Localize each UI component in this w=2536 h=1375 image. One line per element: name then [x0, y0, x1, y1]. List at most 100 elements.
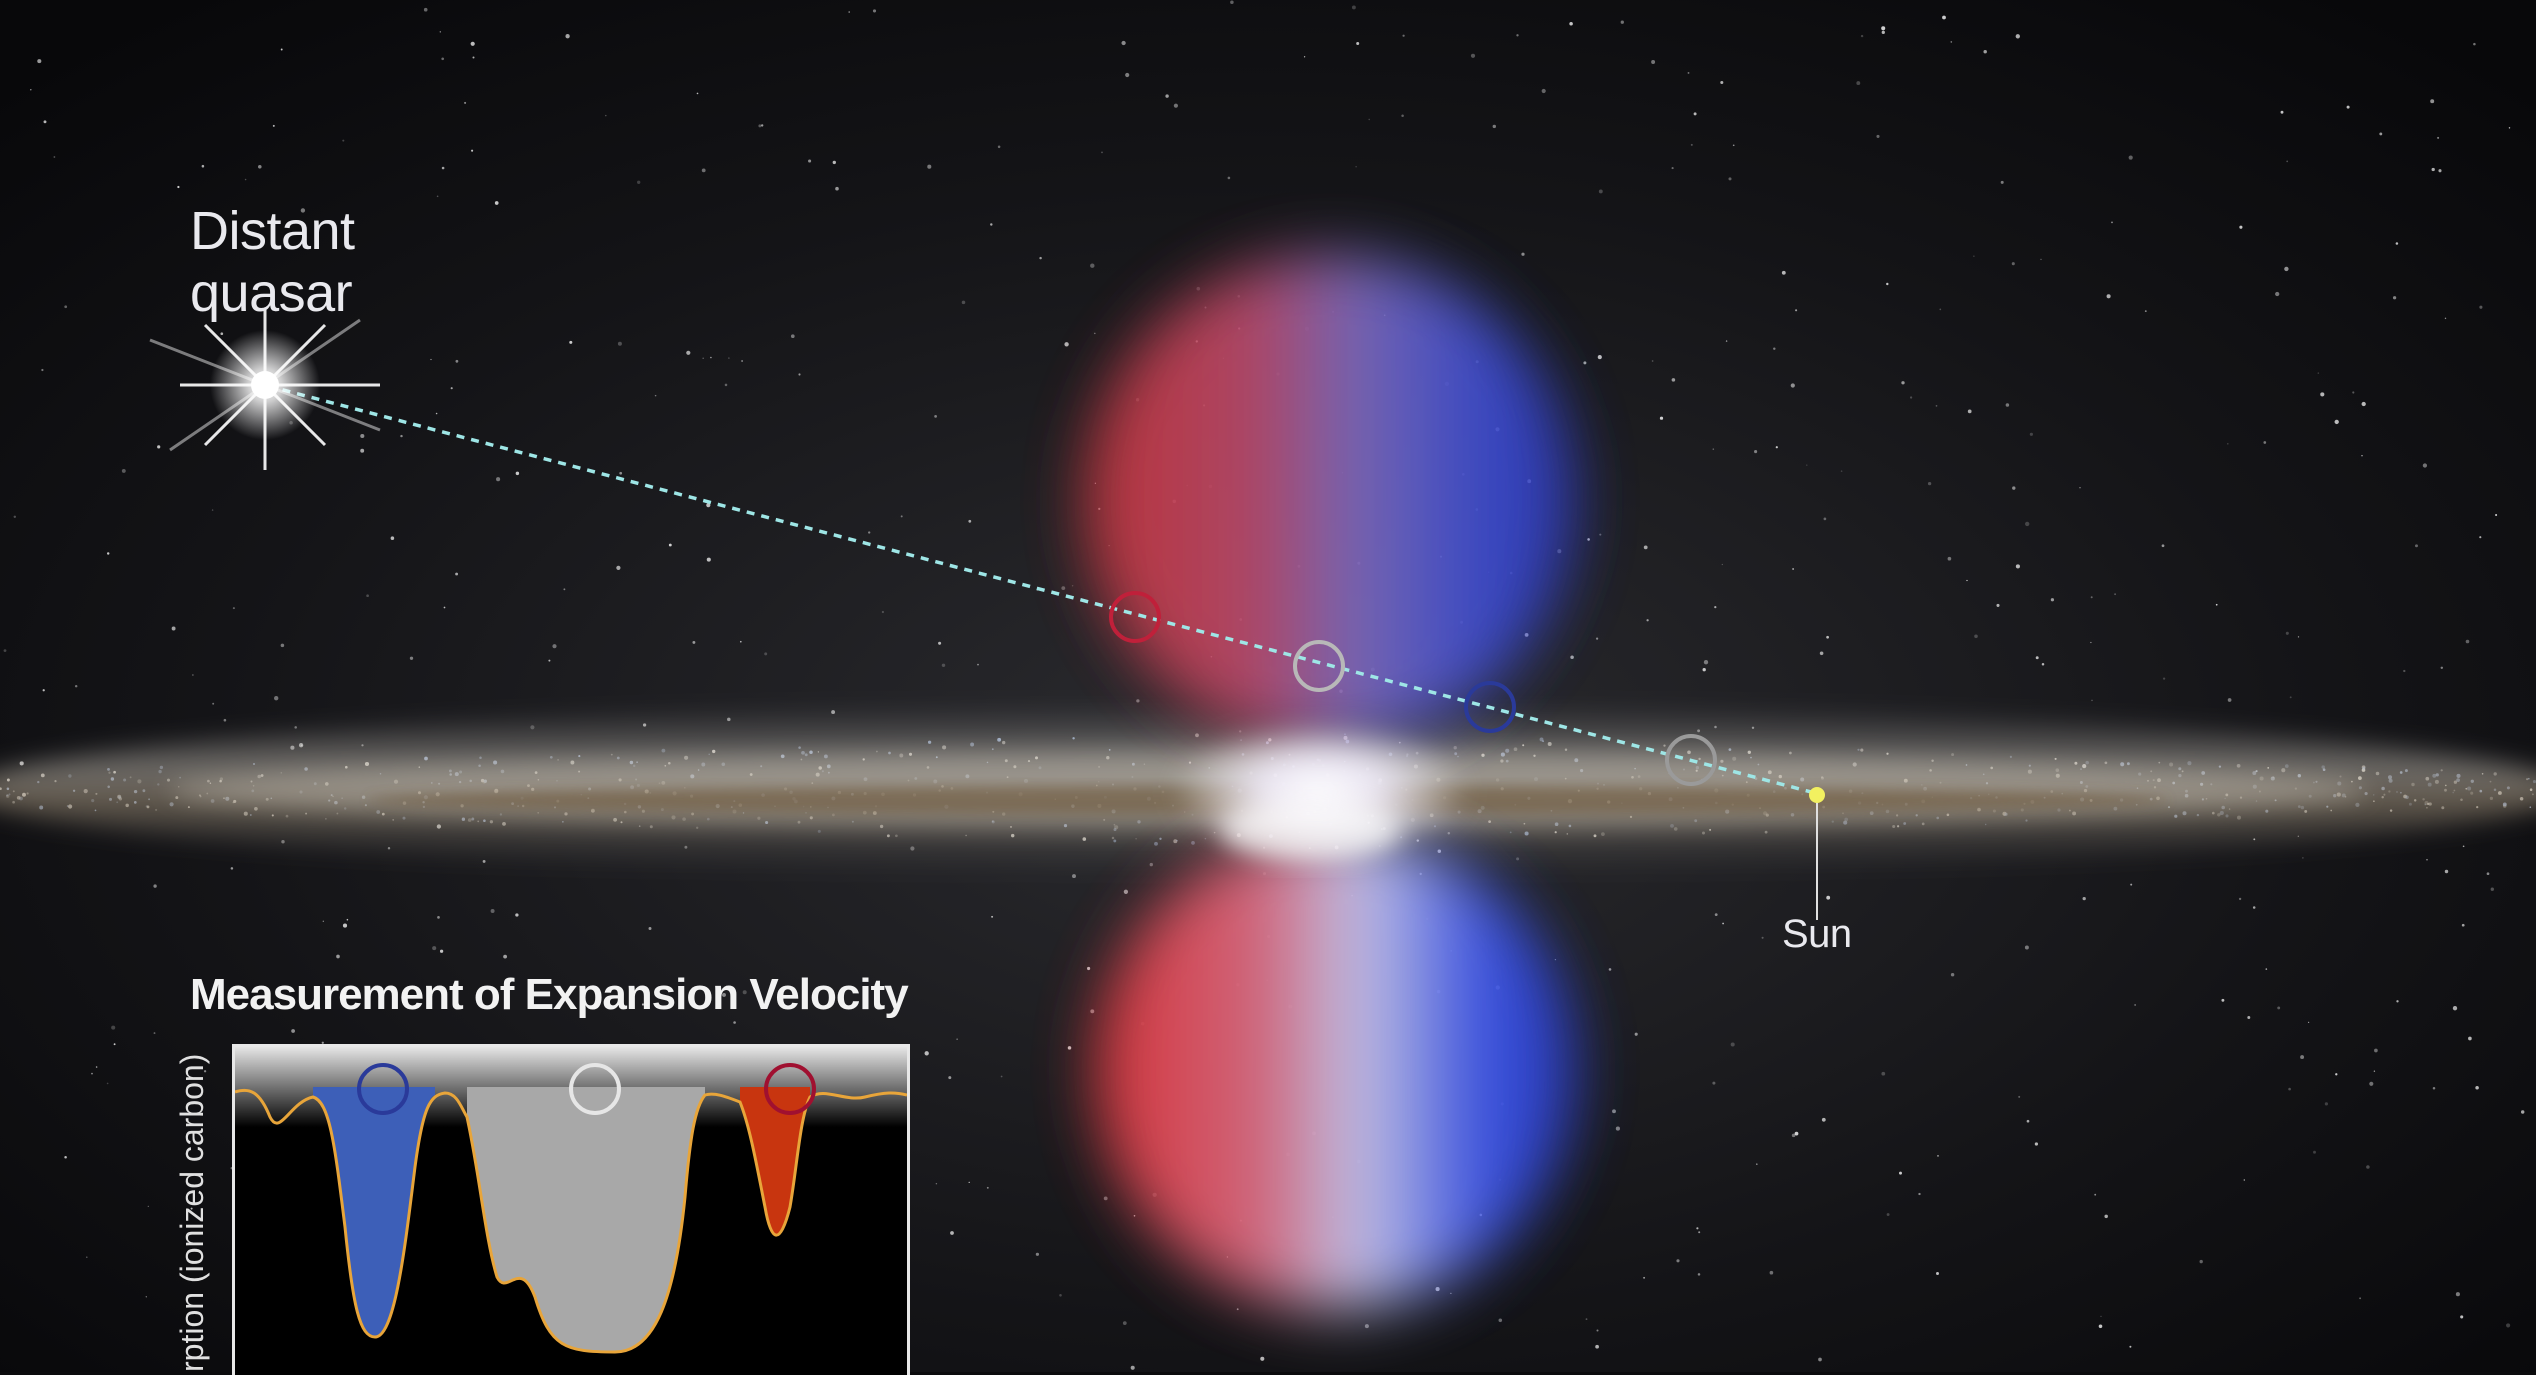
- star: [1643, 1276, 1646, 1279]
- star: [342, 923, 348, 928]
- star: [1646, 619, 1649, 622]
- star: [203, 1070, 207, 1073]
- star: [2479, 536, 2482, 539]
- star: [153, 1032, 156, 1035]
- star: [2334, 419, 2339, 425]
- star: [616, 565, 621, 571]
- star: [1725, 340, 1728, 342]
- star: [2346, 105, 2350, 109]
- star: [1596, 1329, 1599, 1332]
- star: [1090, 263, 1095, 268]
- star: [2280, 110, 2284, 114]
- star: [1728, 177, 1732, 181]
- star: [2432, 1087, 2436, 1090]
- star: [190, 1207, 193, 1210]
- star: [1792, 568, 1794, 570]
- star: [106, 552, 110, 555]
- star: [1470, 53, 1476, 58]
- star: [1702, 668, 1706, 672]
- fermi-bubble-south: [1095, 830, 1575, 1310]
- star: [490, 909, 495, 913]
- star: [2100, 1315, 2102, 1317]
- star: [111, 1025, 116, 1030]
- star: [1697, 1273, 1701, 1276]
- star: [1121, 40, 1126, 46]
- star: [790, 334, 795, 339]
- star: [2091, 699, 2093, 702]
- star: [2221, 998, 2225, 1002]
- star: [2012, 486, 2016, 490]
- star: [2324, 1102, 2328, 1106]
- star: [2199, 1259, 2203, 1264]
- star: [30, 89, 32, 91]
- star: [2005, 403, 2010, 407]
- star: [997, 145, 1001, 149]
- star: [617, 341, 622, 346]
- star: [1498, 1318, 1503, 1323]
- star: [443, 606, 446, 609]
- star: [515, 471, 520, 476]
- star: [2373, 1070, 2376, 1072]
- star: [569, 340, 573, 344]
- star: [1450, 1292, 1452, 1295]
- star: [2161, 544, 2165, 548]
- star: [232, 607, 235, 610]
- star: [1901, 381, 1905, 385]
- star: [1860, 34, 1864, 38]
- star: [991, 915, 994, 918]
- blue-marker: [1464, 681, 1516, 733]
- star: [934, 415, 937, 418]
- star: [1587, 538, 1590, 541]
- star: [400, 434, 403, 438]
- star: [2403, 669, 2406, 673]
- star: [1983, 49, 1987, 54]
- star: [272, 124, 275, 127]
- star: [2090, 641, 2092, 644]
- star: [2134, 1004, 2136, 1006]
- star: [900, 515, 903, 518]
- star: [1570, 655, 1574, 659]
- star: [2128, 155, 2133, 160]
- star: [758, 124, 762, 128]
- star: [2082, 896, 2086, 901]
- star: [1703, 660, 1709, 665]
- star: [706, 557, 711, 562]
- star: [64, 1155, 67, 1159]
- star: [2106, 294, 2111, 299]
- star: [2479, 305, 2483, 309]
- star: [1826, 895, 1831, 900]
- star: [2289, 696, 2292, 699]
- star: [2275, 291, 2280, 297]
- star: [1947, 556, 1952, 561]
- star: [2130, 883, 2133, 886]
- star: [1072, 874, 1076, 879]
- star: [1351, 5, 1356, 10]
- sun-marker: [1809, 787, 1825, 803]
- star: [1067, 1046, 1072, 1050]
- star: [1721, 563, 1723, 566]
- star: [91, 1072, 93, 1075]
- star: [437, 916, 440, 919]
- star: [2227, 698, 2232, 702]
- star: [291, 1029, 295, 1033]
- star: [2352, 391, 2355, 394]
- star: [1230, 0, 1234, 4]
- fermi-bubble-north: [1085, 255, 1575, 745]
- inset-red-marker: [764, 1063, 816, 1115]
- star: [1071, 585, 1074, 587]
- star: [1598, 189, 1603, 194]
- star: [1714, 913, 1718, 917]
- star: [1909, 396, 1913, 399]
- star: [2041, 663, 2045, 666]
- star: [1401, 114, 1404, 117]
- star: [950, 1231, 954, 1235]
- star: [868, 531, 871, 534]
- star: [563, 588, 566, 591]
- star: [2114, 593, 2117, 596]
- star: [390, 536, 395, 540]
- star: [1939, 308, 1942, 311]
- star: [2320, 392, 2325, 397]
- star: [1927, 481, 1932, 486]
- star: [121, 468, 126, 473]
- star: [1942, 15, 1946, 20]
